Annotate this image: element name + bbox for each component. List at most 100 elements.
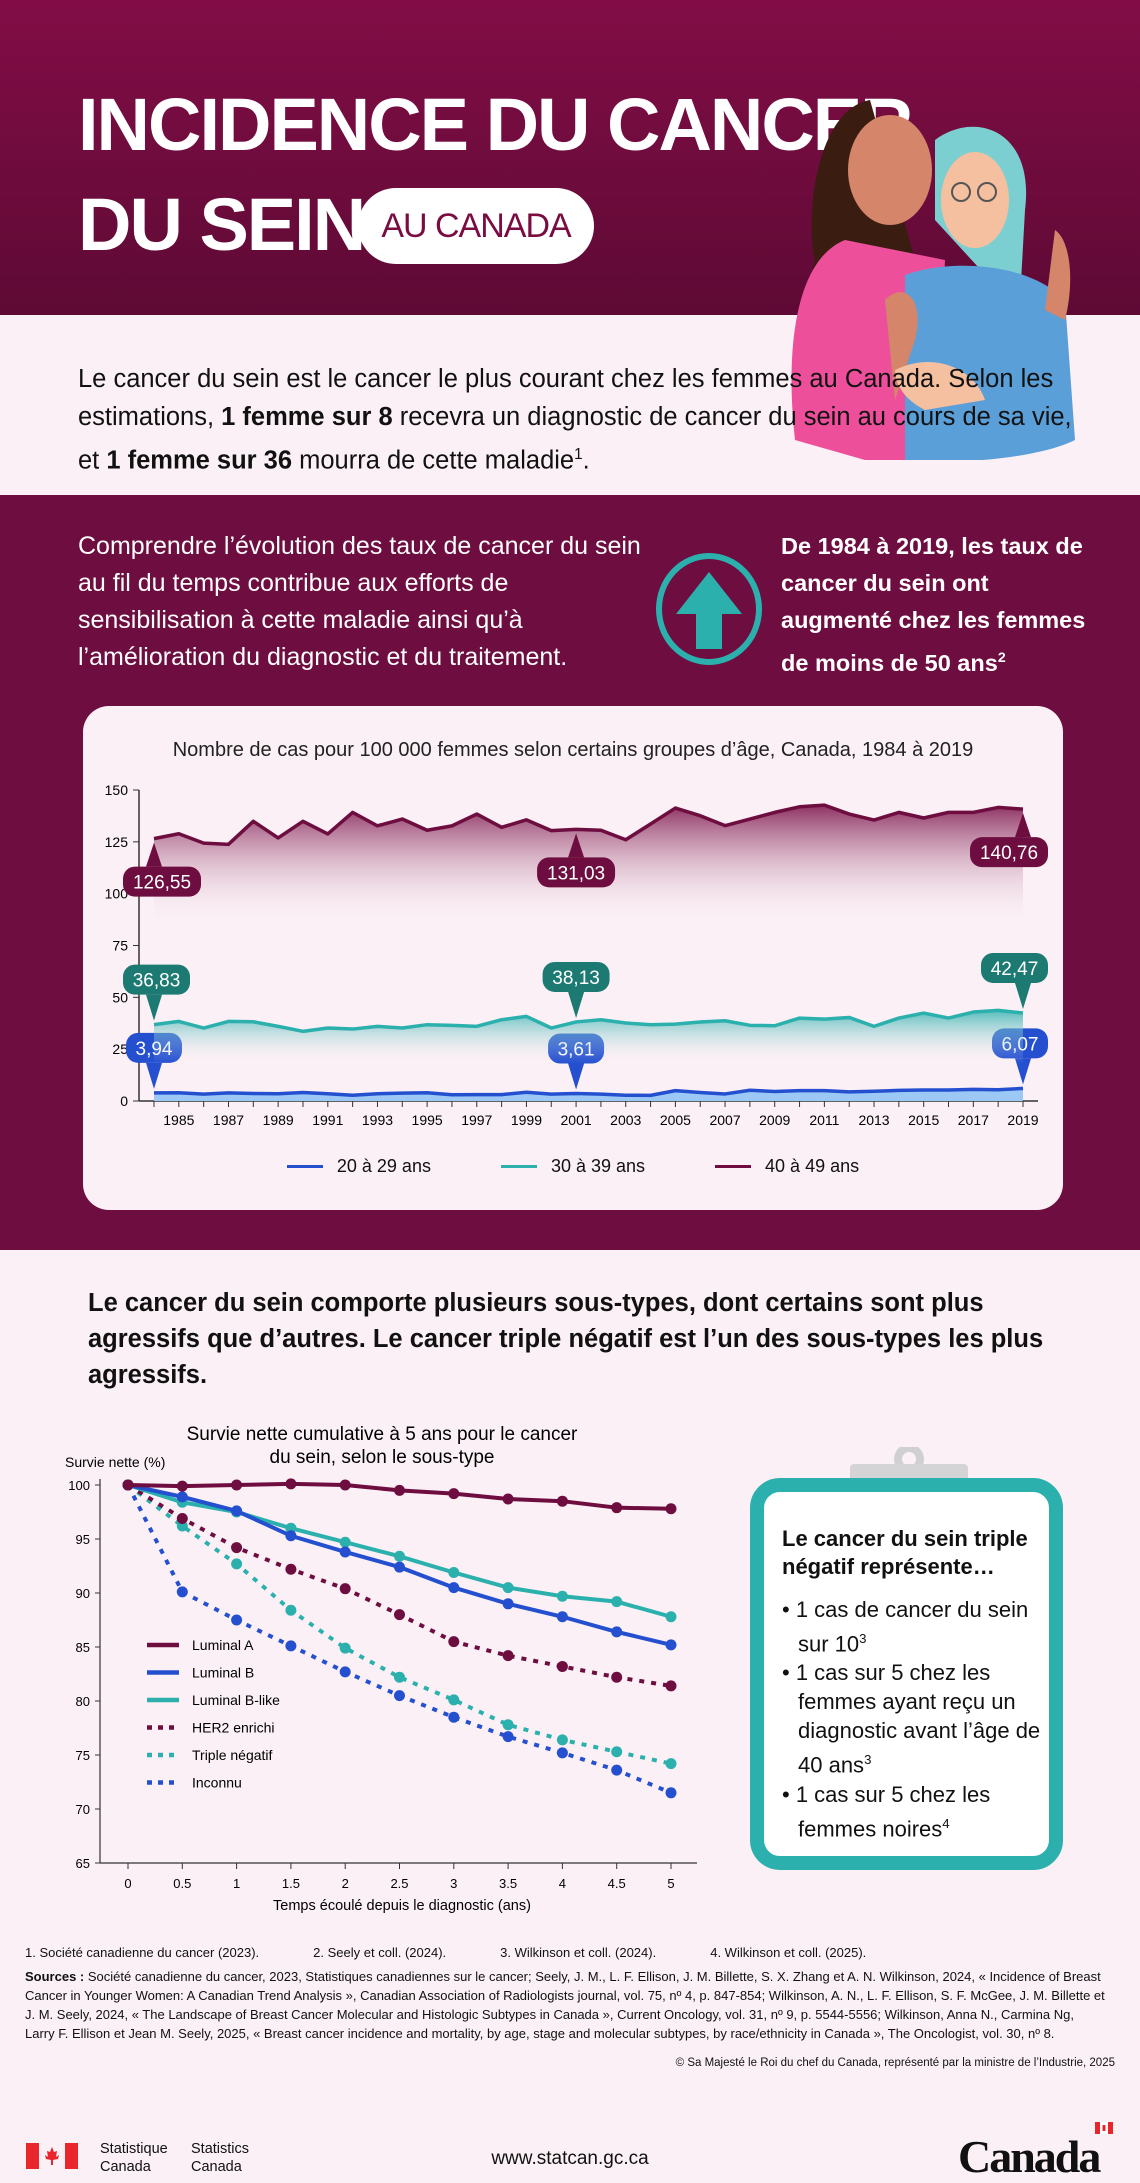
data-point	[231, 1558, 243, 1570]
data-point	[285, 1563, 297, 1575]
data-point	[502, 1493, 514, 1505]
x-tick-label: 2009	[759, 1112, 790, 1128]
x-tick-label: 4	[559, 1876, 566, 1891]
footnote: 3. Wilkinson et coll. (2024).	[500, 1945, 657, 1960]
trend-highlight: De 1984 à 2019, les taux de cancer du se…	[781, 533, 1086, 676]
x-tick-label: 2019	[1007, 1112, 1038, 1128]
data-point	[502, 1650, 514, 1662]
subtypes-heading: Le cancer du sein comporte plusieurs sou…	[88, 1289, 1044, 1389]
data-point	[176, 1512, 188, 1524]
data-point	[339, 1479, 351, 1491]
clipboard-item: 1 cas de cancer du sein sur 103	[782, 1595, 1052, 1658]
data-label-pointer	[568, 1063, 585, 1090]
legend-item: 30 à 39 ans	[500, 1156, 646, 1177]
clipboard-content: Le cancer du sein triple négatif représe…	[782, 1525, 1052, 1843]
data-point	[611, 1671, 623, 1683]
data-label-pointer	[568, 833, 585, 858]
data-label-box	[537, 857, 616, 888]
data-label: 126,55	[133, 873, 191, 894]
data-point	[231, 1505, 243, 1517]
x-tick-label: 1989	[263, 1112, 294, 1128]
legend-label: 40 à 49 ans	[765, 1156, 860, 1176]
y-tick-label: 75	[76, 1748, 90, 1763]
data-point	[611, 1596, 623, 1608]
x-tick-label: 0	[124, 1876, 131, 1891]
legend-label: Inconnu	[192, 1775, 242, 1791]
x-tick-label: 2017	[958, 1112, 989, 1128]
data-label-box	[123, 866, 201, 897]
x-tick-label: 2005	[660, 1112, 691, 1128]
copyright: © Sa Majesté le Roi du chef du Canada, r…	[675, 2057, 1115, 2069]
survival-chart-title-line2: du sein, selon le sous-type	[270, 1447, 495, 1468]
data-point	[394, 1484, 405, 1496]
x-tick-label: 1987	[213, 1112, 244, 1128]
page-title-line2: DU SEIN	[78, 183, 366, 266]
data-point	[176, 1480, 188, 1492]
data-label-box	[970, 837, 1048, 868]
x-tick-label: 3.5	[499, 1876, 517, 1891]
x-tick-label: 1.5	[282, 1876, 300, 1891]
statcan-fr: Statistique Canada	[100, 2141, 168, 2175]
data-point	[176, 1491, 188, 1503]
data-point	[394, 1690, 405, 1702]
x-tick-label: 2	[342, 1876, 349, 1891]
canada-wordmark: Canada	[958, 2131, 1101, 2182]
data-label-box	[542, 961, 610, 992]
incidence-chart-card: Nombre de cas pour 100 000 femmes selon …	[83, 706, 1063, 1210]
data-label-pointer	[568, 991, 585, 1018]
data-label-pointer	[146, 842, 162, 867]
data-point	[448, 1488, 460, 1500]
data-label: 38,13	[552, 968, 600, 989]
data-point	[448, 1636, 460, 1648]
data-point	[285, 1522, 297, 1534]
x-tick-label: 1993	[362, 1112, 393, 1128]
y-tick-label: 75	[112, 938, 128, 954]
x-tick-label: 2003	[610, 1112, 641, 1128]
data-label-box	[981, 952, 1048, 983]
data-point	[394, 1609, 405, 1621]
data-point	[665, 1758, 677, 1770]
x-tick-label: 2.5	[390, 1876, 408, 1891]
y-tick-label: 85	[76, 1640, 90, 1655]
data-point	[665, 1639, 677, 1651]
incidence-chart: 0 25 50 75 100 125 150 1985 1987 1989 1991 1993 1995…	[105, 782, 1048, 1128]
legend-label: Luminal B	[192, 1665, 254, 1681]
incidence-legend: 20 à 29 ans 30 à 39 ans 40 à 49 ans	[83, 1156, 1063, 1177]
website-link[interactable]: www.statcan.gc.ca	[491, 2148, 649, 2169]
legend-label: 30 à 39 ans	[550, 1156, 646, 1176]
data-point	[448, 1566, 460, 1578]
canada-flag-icon	[26, 2143, 78, 2169]
data-label: 36,83	[133, 971, 181, 992]
data-label-box	[123, 964, 190, 995]
au-canada-pill: AU CANADA	[358, 188, 594, 264]
series-line	[153, 803, 1024, 847]
footnotes: 1. Société canadienne du cancer (2023). …	[25, 1945, 1125, 1960]
y-tick-label: 50	[112, 989, 128, 1005]
x-tick-label: 1991	[312, 1112, 343, 1128]
data-point	[394, 1671, 405, 1683]
data-point	[285, 1604, 297, 1616]
data-point	[665, 1611, 677, 1623]
x-tick-label: 1995	[412, 1112, 443, 1128]
x-tick-label: 2013	[858, 1112, 889, 1128]
data-point	[339, 1666, 351, 1678]
data-point	[611, 1746, 623, 1758]
data-point	[448, 1582, 460, 1594]
y-tick-label: 25	[112, 1041, 128, 1057]
y-tick-label: 90	[76, 1586, 90, 1601]
data-point	[448, 1694, 460, 1706]
y-tick-label: 70	[76, 1802, 90, 1817]
x-tick-label: 5	[667, 1876, 674, 1891]
clipboard-item: 1 cas sur 5 chez les femmes noires4	[782, 1780, 1052, 1843]
legend-label: 20 à 29 ans	[336, 1156, 431, 1176]
x-axis-label: Temps écoulé depuis le diagnostic (ans)	[273, 1898, 531, 1914]
survival-chart: Survie nette cumulative à 5 ans pour le …	[65, 1424, 697, 1914]
y-tick-label: 0	[120, 1093, 128, 1109]
data-point	[285, 1640, 297, 1652]
x-tick-label: 3	[450, 1876, 457, 1891]
y-tick-label: 100	[105, 886, 129, 902]
data-point	[611, 1502, 623, 1514]
data-point	[231, 1542, 243, 1554]
x-tick-label: 2001	[561, 1112, 592, 1128]
survival-chart-title-line1: Survie nette cumulative à 5 ans pour le …	[187, 1424, 578, 1445]
